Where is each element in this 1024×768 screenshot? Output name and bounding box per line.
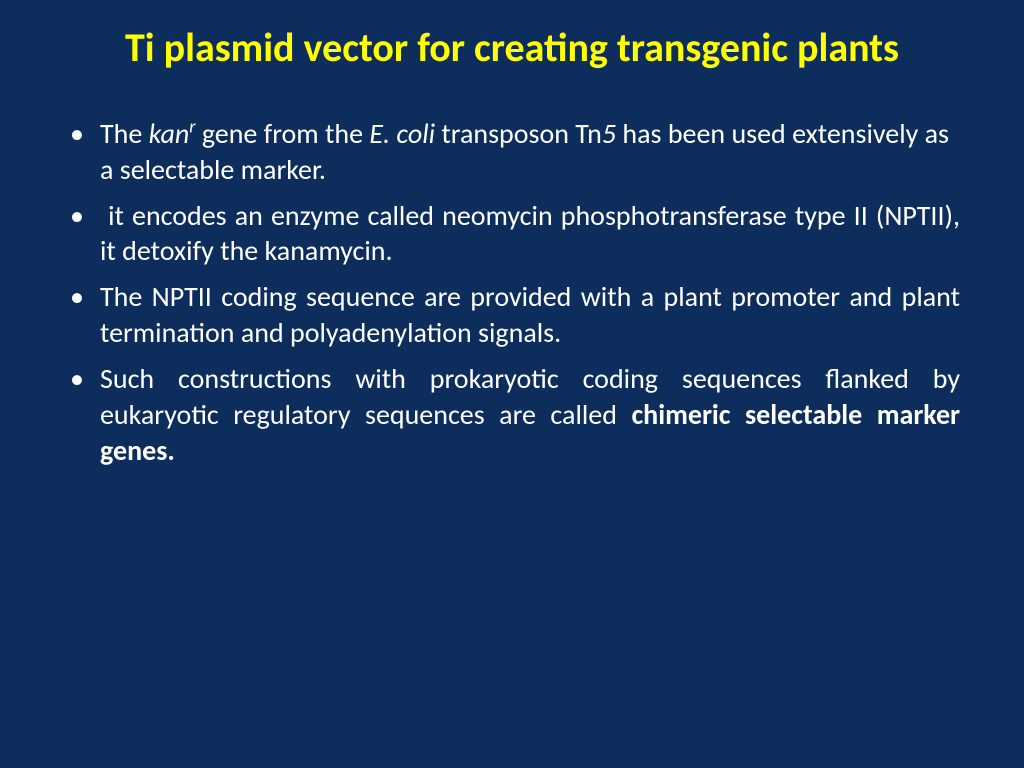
bullet-item: it encodes an enzyme called neomycin pho… <box>64 198 960 270</box>
text-run: transposon Tn <box>435 116 602 151</box>
text-run: The <box>100 116 149 151</box>
bullet-item: The kanr gene from the E. coli transposo… <box>64 116 960 188</box>
text-run: 5 <box>602 116 616 151</box>
bullet-list: The kanr gene from the E. coli transposo… <box>64 116 960 468</box>
slide-title: Ti plasmid vector for creating transgeni… <box>64 24 960 72</box>
text-run: it encodes an enzyme called neomycin pho… <box>100 198 960 269</box>
text-run: gene from the <box>195 116 369 151</box>
text-run: The NPTII coding sequence are provided w… <box>100 279 960 350</box>
text-run: E. coli <box>369 116 435 151</box>
bullet-item: Such constructions with prokaryotic codi… <box>64 361 960 468</box>
bullet-item: The NPTII coding sequence are provided w… <box>64 279 960 351</box>
text-run: kan <box>149 116 190 151</box>
